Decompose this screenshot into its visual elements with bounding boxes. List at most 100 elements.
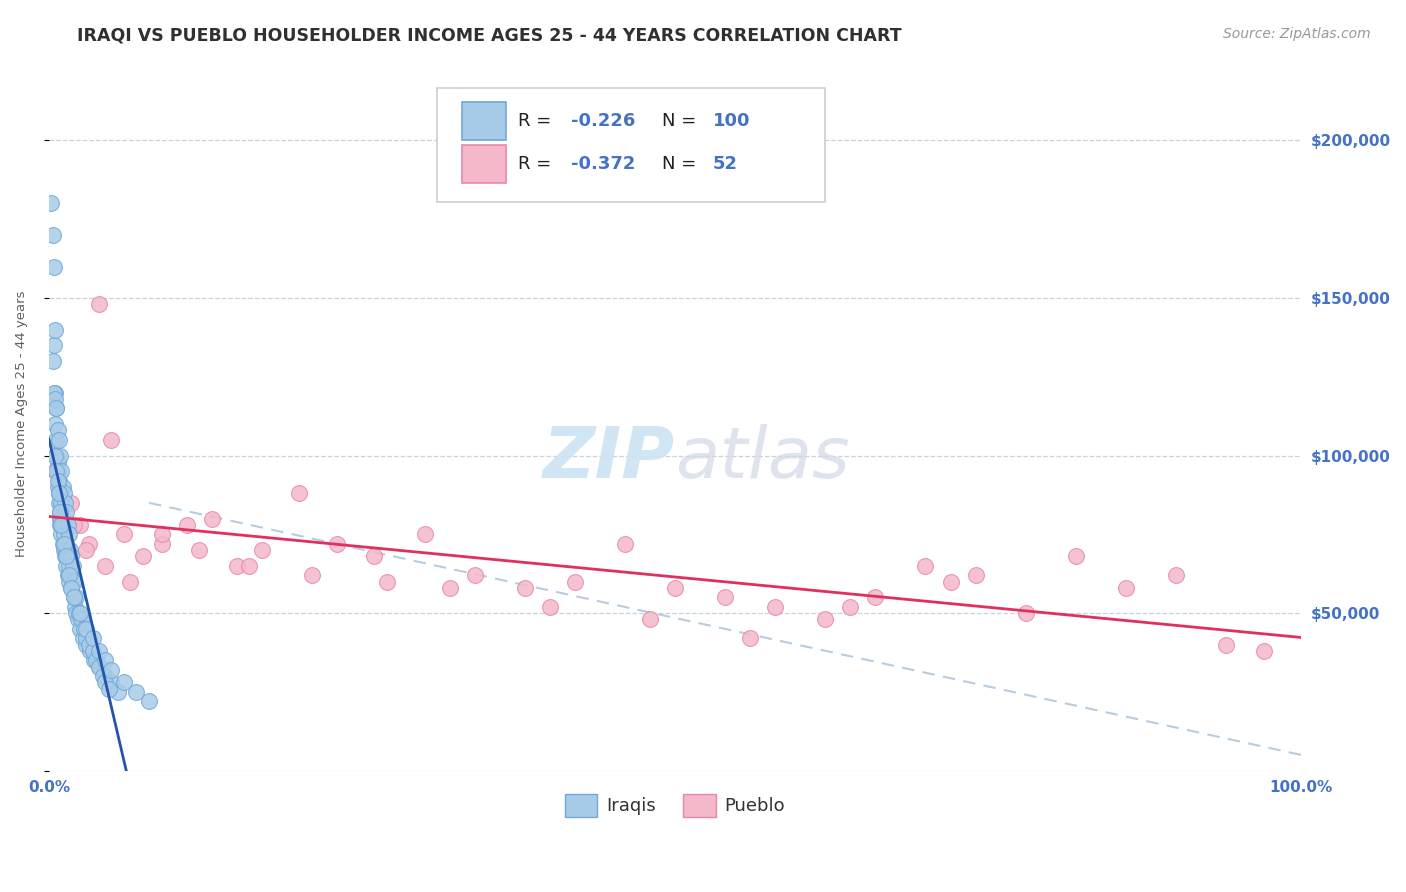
Point <box>176 517 198 532</box>
Point <box>60 581 83 595</box>
Point <box>56 517 79 532</box>
Point <box>1014 606 1036 620</box>
Point <box>58 574 80 589</box>
Text: N =: N = <box>662 112 703 130</box>
Point <box>45 401 67 416</box>
Text: -0.372: -0.372 <box>571 155 636 173</box>
Point <box>70 612 93 626</box>
Point <box>69 606 91 620</box>
Point <box>439 581 461 595</box>
Point <box>48 433 70 447</box>
Point <box>49 511 72 525</box>
FancyBboxPatch shape <box>463 145 506 183</box>
Point <box>51 517 73 532</box>
Text: 52: 52 <box>713 155 738 173</box>
Point <box>44 392 66 406</box>
Point <box>60 581 83 595</box>
Point <box>73 622 96 636</box>
Point <box>740 632 762 646</box>
Point <box>613 537 636 551</box>
Text: R =: R = <box>519 112 557 130</box>
Point <box>48 486 70 500</box>
Point <box>52 537 75 551</box>
Text: 100: 100 <box>713 112 749 130</box>
Point <box>46 480 69 494</box>
Point <box>75 638 97 652</box>
Point <box>45 464 67 478</box>
Point <box>87 659 110 673</box>
Point <box>250 543 273 558</box>
Point <box>1215 638 1237 652</box>
Point <box>63 517 86 532</box>
Point <box>52 527 75 541</box>
Point <box>46 464 69 478</box>
Point <box>48 486 70 500</box>
Point <box>53 496 76 510</box>
Point <box>52 511 75 525</box>
Point <box>55 549 77 564</box>
Point <box>45 449 67 463</box>
Point <box>55 505 77 519</box>
Point <box>48 496 70 510</box>
Point <box>52 537 75 551</box>
Point <box>914 558 936 573</box>
Point <box>65 606 87 620</box>
Point <box>75 543 97 558</box>
Point <box>87 644 110 658</box>
Point <box>564 574 586 589</box>
Point <box>363 549 385 564</box>
Point <box>326 537 349 551</box>
Point <box>56 568 79 582</box>
Point <box>464 568 486 582</box>
Point <box>52 517 75 532</box>
Point <box>638 612 661 626</box>
Point <box>59 568 82 582</box>
Point <box>814 612 837 626</box>
Point <box>1253 644 1275 658</box>
Point <box>51 464 73 478</box>
Point <box>58 568 80 582</box>
Point <box>83 653 105 667</box>
Point <box>46 455 69 469</box>
Point <box>44 449 66 463</box>
Point <box>63 591 86 605</box>
Point <box>839 599 862 614</box>
Point <box>1115 581 1137 595</box>
Text: N =: N = <box>662 155 703 173</box>
Point <box>112 675 135 690</box>
Point <box>763 599 786 614</box>
Point <box>63 599 86 614</box>
Point <box>42 385 65 400</box>
Point <box>45 433 67 447</box>
Point <box>41 227 63 242</box>
Point <box>46 423 69 437</box>
Point <box>49 505 72 519</box>
Point <box>51 486 73 500</box>
Point <box>538 599 561 614</box>
Point <box>86 653 108 667</box>
Point <box>714 591 737 605</box>
Point <box>94 669 117 683</box>
Point <box>150 527 173 541</box>
Y-axis label: Householder Income Ages 25 - 44 years: Householder Income Ages 25 - 44 years <box>15 291 28 558</box>
Point <box>94 558 117 573</box>
Point <box>100 675 122 690</box>
Point <box>965 568 987 582</box>
Point <box>59 543 82 558</box>
Point <box>52 543 75 558</box>
Legend: Iraqis, Pueblo: Iraqis, Pueblo <box>558 787 793 824</box>
Point <box>45 401 67 416</box>
Point <box>42 338 65 352</box>
Point <box>201 511 224 525</box>
Point <box>52 480 75 494</box>
Point <box>82 632 104 646</box>
Point <box>75 632 97 646</box>
Point <box>55 543 77 558</box>
Point <box>238 558 260 573</box>
Point <box>865 591 887 605</box>
Point <box>87 297 110 311</box>
Point <box>60 549 83 564</box>
Point <box>51 511 73 525</box>
Point <box>51 496 73 510</box>
Text: -0.226: -0.226 <box>571 112 636 130</box>
